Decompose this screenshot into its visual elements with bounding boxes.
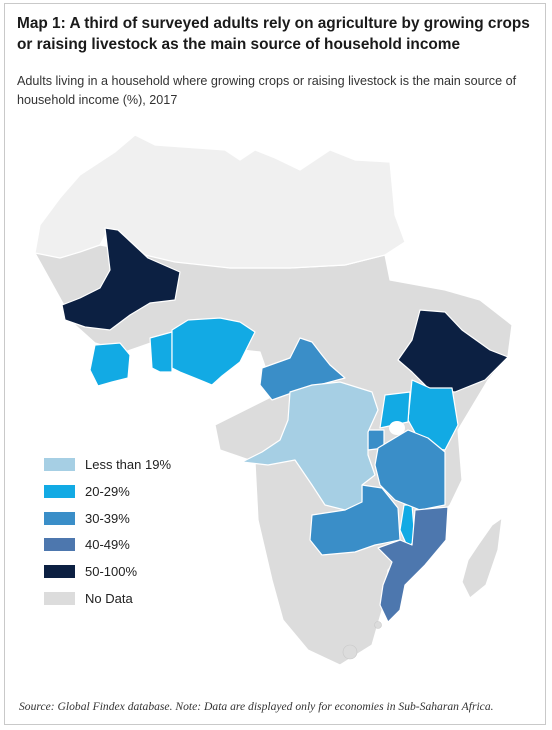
legend-label: 20-29% [85,483,130,499]
legend-label: 30-39% [85,510,130,526]
country-dr-congo [241,381,379,511]
legend-swatch [44,511,75,525]
country-ethiopia [397,309,509,393]
country-mozambique [377,506,449,623]
region-north-africa [34,134,406,269]
legend-item-40-49: 40-49% [44,533,171,556]
country-nigeria [171,317,256,386]
legend-item-no-data: No Data [44,587,171,610]
map-subtitle: Adults living in a household where growi… [17,74,517,107]
country-uganda [379,391,411,429]
legend-swatch [44,591,75,605]
country-tanzania [374,429,446,511]
source-note: Source: Global Findex database. Note: Da… [19,700,494,713]
legend-label: No Data [85,590,133,606]
country-cameroon [259,337,346,401]
country-mali [61,227,181,331]
legend-swatch [44,565,75,579]
legend-swatch [44,538,75,552]
region-madagascar [461,517,503,599]
legend-label: 40-49% [85,537,130,553]
lake-victoria [389,421,405,435]
country-kenya [407,379,459,451]
enclave-lesotho [342,644,358,660]
country-togo-benin [149,331,173,373]
legend: Less than 19% 20-29% 30-39% 40-49% 50-10… [44,453,171,614]
legend-swatch [44,484,75,498]
legend-label: Less than 19% [85,457,172,472]
legend-item-30-39: 30-39% [44,507,171,530]
legend-item-lt19: Less than 19% [44,453,171,476]
legend-item-20-29: 20-29% [44,480,171,503]
enclave-eswatini [374,621,382,629]
legend-item-50-100: 50-100% [44,560,171,583]
legend-swatch [44,458,75,471]
map-title: Map 1: A third of surveyed adults rely o… [17,15,530,53]
country-cote-divoire [89,342,131,387]
legend-label: 50-100% [85,564,138,580]
